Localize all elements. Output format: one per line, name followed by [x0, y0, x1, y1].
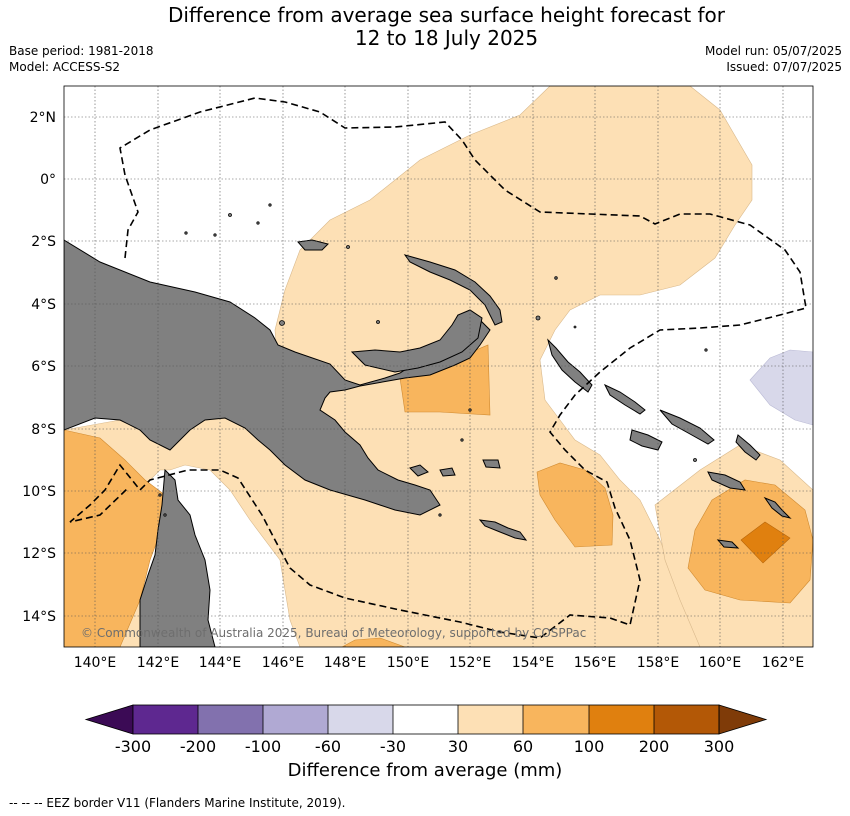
- lat-label: 8°S: [31, 422, 56, 438]
- colorbar-tick-label: -60: [315, 737, 341, 756]
- meta-left: Base period: 1981-2018 Model: ACCESS-S2: [9, 43, 154, 75]
- eez-footnote: -- -- -- EEZ border V11 (Flanders Marine…: [9, 796, 346, 810]
- colorbar-tick-label: 30: [448, 737, 468, 756]
- lat-label: 14°S: [22, 609, 56, 625]
- land-makira: [707, 471, 746, 491]
- anomaly-patch-100-200: [740, 521, 791, 564]
- anomaly-patch-60-100-bottom: [341, 637, 406, 647]
- lon-label: 156°E: [574, 655, 617, 671]
- colorbar-tick-label: 100: [574, 737, 605, 756]
- land-malaita: [735, 434, 761, 461]
- land-rennell: [716, 539, 740, 549]
- land-santa-isabel: [659, 409, 715, 445]
- lat-label: 0°: [40, 172, 56, 188]
- lon-label: 160°E: [699, 655, 742, 671]
- map-frame: [63, 85, 814, 648]
- colorbar-tick-label: -300: [115, 737, 151, 756]
- land-new-ireland: [403, 254, 503, 326]
- land-new-britain: [350, 309, 483, 373]
- land-islet-east: [763, 496, 792, 519]
- model-run: Model run: 05/07/2025: [704, 44, 842, 58]
- colorbar-label: Difference from average (mm): [287, 760, 563, 781]
- map-plot-area: [64, 86, 813, 647]
- land-new-guinea: [64, 239, 491, 516]
- map-title-line2: 12 to 18 July 2025: [354, 26, 539, 50]
- lon-label: 142°E: [137, 655, 180, 671]
- land-louisiade: [478, 519, 528, 541]
- colorbar-extend-high: [718, 704, 768, 735]
- colorbar-tick-label: 200: [639, 737, 670, 756]
- lat-label: 2°N: [30, 110, 56, 126]
- colorbar-tick-label: 300: [704, 737, 735, 756]
- colorbar-tick-label: -30: [380, 737, 406, 756]
- land-dentrecasteaux: [409, 459, 501, 477]
- graticule: [64, 86, 813, 647]
- colorbar-segment: [328, 705, 393, 734]
- colorbar-segment: [198, 705, 263, 734]
- lon-label: 148°E: [324, 655, 367, 671]
- colorbar-extend-low: [84, 704, 134, 735]
- lon-label: 140°E: [74, 655, 117, 671]
- colorbar-segment: [523, 705, 589, 734]
- lat-label: 6°S: [31, 359, 56, 375]
- colorbar-segment: [393, 705, 458, 734]
- lat-label: 4°S: [31, 297, 56, 313]
- land-choiseul: [603, 383, 646, 415]
- colorbar-segment: [133, 705, 198, 734]
- colorbar-segment: [589, 705, 654, 734]
- lon-label: 158°E: [637, 655, 680, 671]
- small-islets: [158, 203, 708, 517]
- lon-label: 152°E: [449, 655, 492, 671]
- land-cape-york: [139, 468, 216, 647]
- colorbar-segment: [654, 705, 719, 734]
- eez-border: [69, 97, 807, 639]
- colorbar-segment: [458, 705, 523, 734]
- colorbar: -300 -200 -100 -60 -30 30 60 100 200 300: [84, 704, 768, 756]
- lon-label: 162°E: [762, 655, 805, 671]
- model-name: Model: ACCESS-S2: [9, 60, 121, 74]
- lat-label: 10°S: [22, 484, 56, 500]
- colorbar-segment: [263, 705, 328, 734]
- meta-right: Model run: 05/07/2025 Issued: 07/07/2025: [705, 43, 842, 75]
- map-title-line1: Difference from average sea surface heig…: [167, 3, 726, 27]
- anomaly-patch-60-100-east: [536, 462, 614, 548]
- lon-label: 146°E: [262, 655, 305, 671]
- lat-label: 12°S: [22, 546, 56, 562]
- land-bougainville: [547, 338, 593, 393]
- lon-label: 154°E: [512, 655, 555, 671]
- colorbar-tick-label: 60: [513, 737, 533, 756]
- lon-label: 150°E: [387, 655, 430, 671]
- lon-label: 144°E: [199, 655, 242, 671]
- issued-date: Issued: 07/07/2025: [726, 60, 842, 74]
- copyright-text: © Commonwealth of Australia 2025, Bureau…: [81, 626, 586, 640]
- colorbar-tick-label: -200: [180, 737, 216, 756]
- anomaly-band-neg-60-30: [749, 349, 813, 426]
- lat-label: 2°S: [31, 234, 56, 250]
- land-manus: [297, 239, 329, 251]
- colorbar-tick-label: -100: [245, 737, 281, 756]
- base-period: Base period: 1981-2018: [9, 44, 154, 58]
